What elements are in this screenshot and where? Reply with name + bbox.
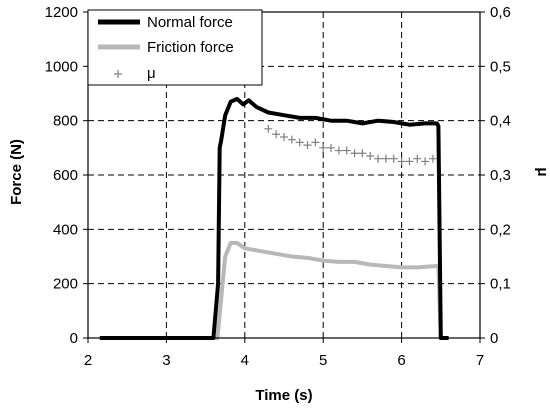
mu-point bbox=[287, 135, 296, 144]
x-tick-label: 6 bbox=[397, 352, 405, 369]
x-tick-label: 7 bbox=[476, 352, 484, 369]
mu-point bbox=[295, 138, 304, 147]
y2-axis-title: μ bbox=[534, 167, 550, 176]
y2-tick-label: 0,6 bbox=[490, 4, 511, 21]
series-line-friction bbox=[99, 240, 449, 340]
y2-tick-label: 0 bbox=[490, 330, 498, 347]
y-tick-label: 800 bbox=[53, 113, 78, 130]
legend-label-normal: Normal force bbox=[147, 14, 233, 31]
legend: Normal force Friction force μ bbox=[87, 9, 263, 86]
legend-label-friction: Friction force bbox=[147, 39, 234, 56]
x-tick-label: 3 bbox=[162, 352, 170, 369]
mu-point bbox=[405, 157, 414, 166]
mu-point bbox=[342, 146, 351, 155]
mu-point bbox=[428, 154, 437, 163]
y-tick-label: 1000 bbox=[45, 58, 78, 75]
series-layer bbox=[99, 96, 449, 340]
x-tick-label: 5 bbox=[319, 352, 327, 369]
tick-labels: 2 3 4 5 6 702004006008001000120000,10,20,30,4… bbox=[45, 4, 511, 369]
y-tick-label: 400 bbox=[53, 221, 78, 238]
mu-point bbox=[366, 151, 375, 160]
mu-point bbox=[421, 157, 430, 166]
mu-point bbox=[358, 149, 367, 158]
y-tick-label: 200 bbox=[53, 276, 78, 293]
mu-point bbox=[334, 146, 343, 155]
mu-point bbox=[311, 138, 320, 147]
mu-point bbox=[381, 154, 390, 163]
legend-swatch-mu bbox=[114, 70, 122, 78]
mu-point bbox=[397, 157, 406, 166]
mu-point bbox=[264, 124, 273, 133]
x-tick-label: 4 bbox=[241, 352, 249, 369]
mu-point bbox=[327, 143, 336, 152]
y2-tick-label: 0,4 bbox=[490, 113, 511, 130]
mu-point bbox=[374, 154, 383, 163]
y-tick-label: 0 bbox=[70, 330, 78, 347]
legend-label-mu: μ bbox=[147, 65, 156, 82]
y2-tick-label: 0,3 bbox=[490, 167, 511, 184]
y-tick-label: 1200 bbox=[45, 4, 78, 21]
x-axis-title: Time (s) bbox=[255, 387, 312, 404]
mu-point bbox=[280, 132, 288, 141]
mu-point bbox=[319, 143, 328, 152]
y-axis-title: Force (N) bbox=[8, 139, 25, 205]
y2-tick-label: 0,5 bbox=[490, 58, 511, 75]
mu-point bbox=[413, 154, 422, 163]
mu-point bbox=[272, 130, 281, 139]
y-tick-label: 600 bbox=[53, 167, 78, 184]
x-tick-label: 2 bbox=[84, 352, 92, 369]
y2-tick-label: 0,1 bbox=[490, 276, 511, 293]
series-line-normal bbox=[99, 96, 449, 340]
y2-tick-label: 0,2 bbox=[490, 221, 511, 238]
mu-point bbox=[350, 149, 359, 158]
mu-point bbox=[389, 154, 398, 163]
mu-point bbox=[303, 141, 312, 150]
